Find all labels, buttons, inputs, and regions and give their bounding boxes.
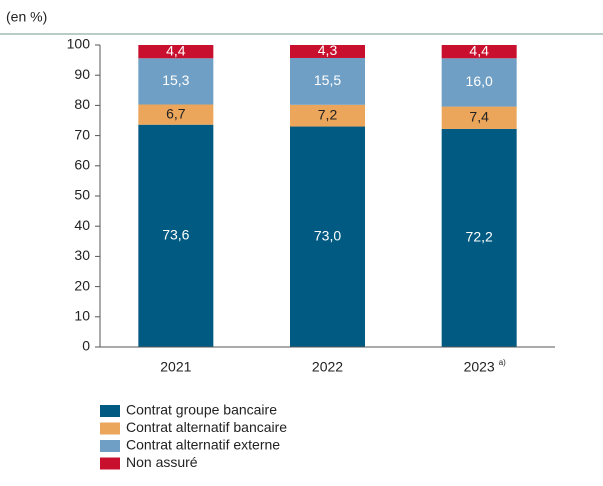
bar-segment	[290, 126, 365, 347]
y-tick-label: 40	[74, 217, 90, 233]
y-tick-label: 0	[82, 338, 90, 354]
bar-segment	[138, 45, 214, 59]
legend-swatch	[100, 440, 120, 452]
bar-segment	[290, 45, 365, 58]
y-tick-label: 20	[74, 277, 90, 293]
bar-segment	[138, 58, 214, 105]
legend-label: Non assuré	[126, 454, 198, 470]
value-label: 4,4	[469, 42, 489, 58]
x-tick-label: 2021	[160, 359, 191, 375]
legend-label: Contrat alternatif bancaire	[126, 419, 287, 435]
legend-swatch	[100, 405, 120, 417]
value-label: 4,4	[166, 42, 186, 58]
value-label: 73,6	[162, 227, 189, 243]
value-label: 72,2	[466, 229, 493, 245]
bar-segment	[441, 106, 517, 129]
y-tick-label: 80	[74, 96, 90, 112]
value-label: 16,0	[466, 73, 493, 89]
annotation: a)	[499, 358, 506, 367]
value-label: 73,0	[314, 227, 341, 243]
value-label: 7,4	[469, 108, 489, 124]
bar-segment	[138, 124, 214, 347]
y-tick-label: 70	[74, 126, 90, 142]
legend-swatch	[100, 457, 120, 470]
y-tick-label: 10	[74, 308, 90, 324]
bar-segment	[441, 45, 517, 59]
value-label: 7,2	[318, 106, 338, 122]
bar-segment	[290, 57, 365, 105]
bar-segment	[290, 104, 365, 127]
y-tick-label: 30	[74, 247, 90, 263]
legend-swatch	[100, 422, 120, 435]
y-axis-label: (en %)	[6, 9, 47, 25]
value-label: 4,3	[318, 42, 338, 58]
y-tick-label: 90	[74, 66, 90, 82]
bar-segment	[441, 128, 517, 347]
x-tick-label: 2022	[312, 359, 343, 375]
legend-label: Contrat groupe bancaire	[126, 402, 277, 418]
value-label: 6,7	[166, 105, 186, 121]
y-tick-label: 50	[74, 187, 90, 203]
bar-segment	[441, 58, 517, 107]
y-tick-label: 100	[67, 36, 91, 52]
value-label: 15,5	[314, 72, 341, 88]
legend-label: Contrat alternatif externe	[126, 437, 280, 453]
bar-segment	[138, 104, 214, 125]
y-tick-label: 60	[74, 157, 90, 173]
x-tick-label: 2023	[464, 359, 495, 375]
value-label: 15,3	[162, 72, 189, 88]
